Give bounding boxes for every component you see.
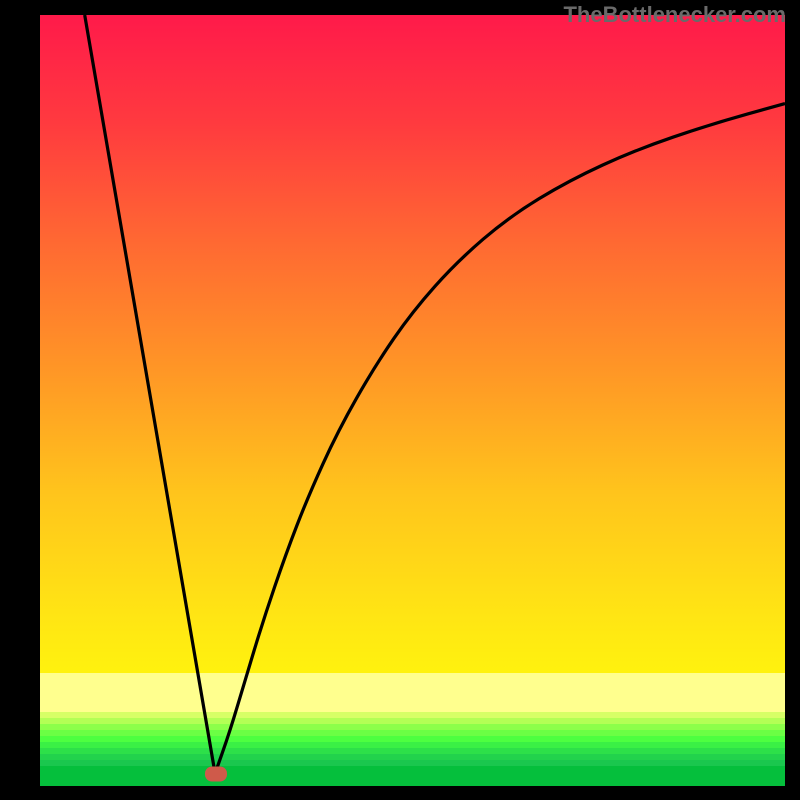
watermark-text: TheBottlenecker.com: [563, 2, 786, 28]
plot-area: [40, 15, 785, 785]
minimum-marker: [205, 767, 227, 782]
bottleneck-curve: [40, 15, 785, 785]
chart-frame: TheBottlenecker.com: [0, 0, 800, 800]
